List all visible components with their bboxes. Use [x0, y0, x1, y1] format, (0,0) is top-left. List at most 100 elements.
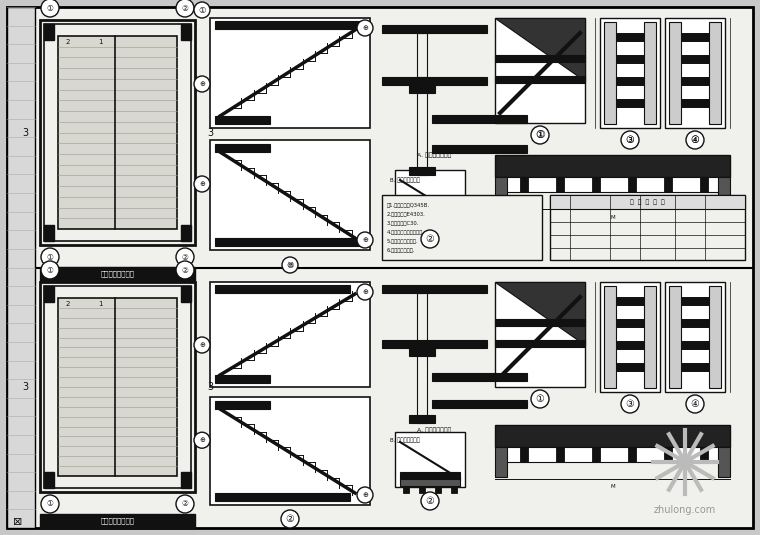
Bar	[628, 447, 636, 462]
Bar	[210, 18, 370, 128]
Bar	[669, 22, 681, 124]
Bar	[58, 36, 177, 229]
Bar	[432, 115, 527, 123]
Bar	[681, 297, 709, 305]
Bar	[417, 293, 427, 348]
Bar	[181, 225, 191, 241]
Bar	[664, 447, 672, 462]
Bar	[181, 472, 191, 488]
Text: 钢楼梯结构平面图: 钢楼梯结构平面图	[100, 271, 135, 277]
Text: zhulong.com: zhulong.com	[654, 505, 716, 515]
Bar	[7, 7, 35, 528]
Bar	[600, 18, 660, 128]
Circle shape	[686, 395, 704, 413]
Bar	[681, 77, 709, 85]
Bar	[616, 319, 644, 327]
Text: 5.施工前请核对图纸.: 5.施工前请核对图纸.	[387, 239, 419, 243]
Bar	[44, 286, 191, 488]
Bar	[495, 447, 507, 477]
Text: 注1.钢材均采用Q345B.: 注1.钢材均采用Q345B.	[387, 203, 430, 208]
Text: ⊕: ⊕	[199, 81, 205, 87]
Text: 3.混凝土采用C30.: 3.混凝土采用C30.	[387, 220, 420, 225]
Bar	[665, 18, 725, 128]
Circle shape	[176, 495, 194, 513]
Circle shape	[421, 492, 439, 510]
Text: H: H	[287, 262, 293, 268]
Text: M: M	[610, 215, 615, 219]
Text: M: M	[610, 485, 615, 490]
Text: ⊕: ⊕	[199, 342, 205, 348]
Bar	[556, 447, 564, 462]
Bar	[395, 432, 465, 487]
Bar	[419, 487, 425, 493]
Circle shape	[357, 487, 373, 503]
Bar	[681, 341, 709, 349]
Bar	[382, 285, 487, 293]
Text: ②: ②	[182, 500, 188, 508]
Bar	[616, 77, 644, 85]
Text: 1: 1	[98, 39, 103, 45]
Bar	[495, 177, 507, 207]
Bar	[616, 341, 644, 349]
Bar	[382, 340, 487, 348]
Bar	[409, 415, 435, 423]
Bar	[556, 177, 564, 192]
Text: 6.未标注焊缝满焊.: 6.未标注焊缝满焊.	[387, 248, 416, 253]
Bar	[681, 33, 709, 41]
Bar	[215, 375, 270, 383]
Bar	[700, 177, 708, 192]
Text: ⊕: ⊕	[362, 25, 368, 31]
Circle shape	[194, 76, 210, 92]
Bar	[40, 282, 195, 492]
Circle shape	[41, 261, 59, 279]
Text: ②: ②	[426, 496, 435, 506]
Circle shape	[680, 457, 690, 467]
Text: A. 钢楼梯连接详图: A. 钢楼梯连接详图	[417, 427, 451, 433]
Circle shape	[282, 257, 298, 273]
Circle shape	[621, 395, 639, 413]
Text: ①: ①	[536, 394, 544, 404]
Text: ⊕: ⊕	[199, 181, 205, 187]
Circle shape	[41, 495, 59, 513]
Circle shape	[194, 176, 210, 192]
Polygon shape	[495, 282, 585, 345]
Bar	[718, 447, 730, 477]
Text: 3: 3	[22, 382, 28, 392]
Text: 钢楼梯结构平面图: 钢楼梯结构平面图	[100, 518, 135, 524]
Bar	[382, 195, 542, 260]
Text: B. 钢楼梯连接详图: B. 钢楼梯连接详图	[390, 177, 420, 183]
Text: ⊕: ⊕	[199, 437, 205, 443]
Bar	[495, 319, 585, 326]
Text: 2.焊条均采用E4303.: 2.焊条均采用E4303.	[387, 211, 426, 217]
Bar	[616, 363, 644, 371]
Text: ②: ②	[426, 234, 435, 244]
Bar	[700, 447, 708, 462]
Bar	[616, 297, 644, 305]
Text: ①: ①	[46, 4, 53, 12]
Circle shape	[421, 230, 439, 248]
Bar	[435, 225, 441, 231]
Circle shape	[621, 131, 639, 149]
Bar	[400, 472, 460, 480]
Bar	[495, 425, 730, 447]
Bar	[400, 217, 460, 224]
Bar	[400, 210, 460, 218]
Bar	[432, 145, 527, 153]
Bar	[215, 285, 350, 293]
Circle shape	[41, 248, 59, 266]
Bar	[403, 487, 409, 493]
Bar	[550, 195, 745, 260]
Bar	[451, 225, 457, 231]
Bar	[592, 447, 600, 462]
Bar	[215, 116, 270, 124]
Bar	[210, 282, 370, 387]
Circle shape	[357, 232, 373, 248]
Text: ②: ②	[287, 261, 294, 270]
Polygon shape	[495, 18, 585, 81]
Text: ②: ②	[286, 514, 294, 524]
Circle shape	[194, 337, 210, 353]
Text: 2: 2	[66, 301, 70, 307]
Bar	[718, 177, 730, 207]
Circle shape	[531, 390, 549, 408]
Text: ①: ①	[535, 130, 545, 140]
